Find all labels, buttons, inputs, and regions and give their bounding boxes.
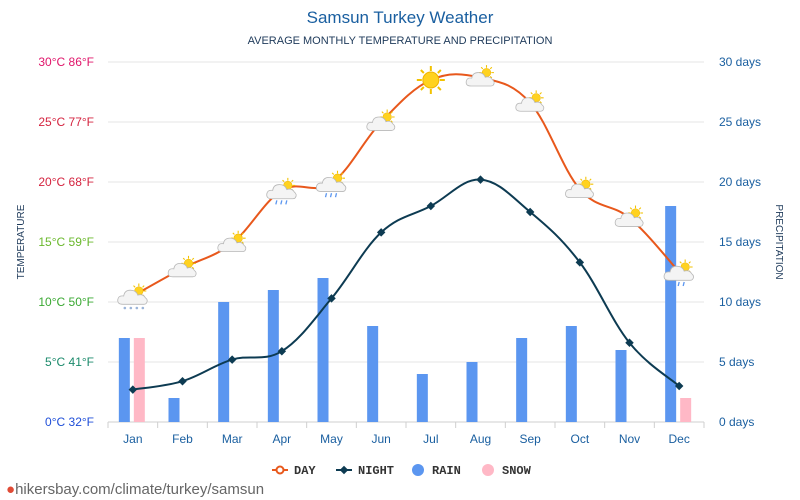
- left-tick-label: 30°C 86°F: [38, 55, 94, 69]
- right-axis-title: PRECIPITATION: [773, 204, 784, 279]
- legend-label: DAY: [294, 464, 316, 478]
- raindrop: [329, 193, 333, 198]
- x-tick-label: Aug: [470, 432, 491, 446]
- legend-night-marker: [339, 465, 349, 475]
- legend-label: RAIN: [432, 464, 461, 478]
- night-point: [476, 175, 485, 184]
- x-tick-label: Jul: [423, 432, 438, 446]
- x-tick-label: Sep: [519, 432, 541, 446]
- x-tick-label: Mar: [222, 432, 243, 446]
- snow-cloud-icon: [117, 283, 148, 310]
- sun-icon: [415, 65, 446, 95]
- x-tick-label: Feb: [172, 432, 193, 446]
- raindrop: [280, 200, 283, 205]
- footer-url: hikersbay.com/climate/turkey/samsun: [15, 481, 265, 498]
- left-tick-label: 25°C 77°F: [38, 115, 94, 129]
- legend-label: NIGHT: [358, 464, 394, 478]
- partly-sunny-icon: [614, 205, 644, 227]
- legend-item-night: NIGHT: [336, 464, 394, 478]
- x-tick-label: Jun: [371, 432, 390, 446]
- snowflake: [135, 306, 139, 310]
- legend-item-rain: RAIN: [412, 464, 461, 478]
- night-point: [277, 346, 287, 356]
- raindrop: [285, 200, 288, 205]
- snowflake: [123, 306, 127, 310]
- right-tick-label: 5 days: [719, 355, 754, 369]
- snowflake: [129, 306, 133, 310]
- legend-label: SNOW: [502, 464, 532, 478]
- night-point: [327, 294, 336, 303]
- legend-day-marker: [275, 465, 285, 475]
- raindrop: [682, 281, 685, 287]
- night-point: [674, 381, 684, 391]
- chart-subtitle: AVERAGE MONTHLY TEMPERATURE AND PRECIPIT…: [247, 35, 553, 47]
- rain-bar: [367, 326, 379, 422]
- footer-link[interactable]: ●hikersbay.com/climate/turkey/samsun: [6, 481, 264, 498]
- snowflake: [141, 306, 145, 310]
- night-point: [575, 258, 585, 267]
- partly-sunny-icon: [565, 176, 594, 199]
- left-axis-title: TEMPERATURE: [16, 204, 27, 279]
- snow-bar: [680, 398, 692, 422]
- x-tick-label: Oct: [570, 432, 589, 446]
- legend-item-snow: SNOW: [482, 464, 532, 478]
- sun-shower-icon: [315, 170, 347, 198]
- legend-snow-swatch: [482, 464, 494, 476]
- night-point: [128, 385, 138, 394]
- sun-shower-icon: [663, 259, 694, 287]
- x-tick-label: Nov: [619, 432, 640, 446]
- x-tick-label: May: [320, 432, 343, 446]
- left-tick-label: 10°C 50°F: [38, 295, 94, 309]
- right-tick-label: 15 days: [719, 235, 761, 249]
- rain-bar: [317, 278, 329, 422]
- raindrop: [672, 281, 675, 287]
- sun-shower-icon: [266, 177, 297, 205]
- right-tick-label: 20 days: [719, 175, 761, 189]
- x-tick-label: Dec: [668, 432, 689, 446]
- left-tick-label: 0°C 32°F: [45, 415, 94, 429]
- rain-bar: [118, 338, 130, 422]
- rain-bar: [168, 398, 180, 422]
- night-point: [376, 228, 386, 237]
- rain-bar: [665, 206, 677, 422]
- raindrop: [324, 193, 328, 198]
- night-line: [132, 178, 680, 391]
- legend-item-day: DAY: [272, 464, 316, 478]
- x-tick-label: Apr: [272, 432, 291, 446]
- night-point: [178, 376, 187, 386]
- rain-bar: [565, 326, 577, 422]
- right-tick-label: 10 days: [719, 295, 761, 309]
- left-tick-label: 15°C 59°F: [38, 235, 94, 249]
- legend-rain-swatch: [412, 464, 424, 476]
- raindrop: [334, 193, 338, 198]
- rain-bar: [615, 350, 627, 422]
- x-tick-label: Jan: [123, 432, 142, 446]
- chart-title: Samsun Turkey Weather: [306, 8, 494, 27]
- snow-bar: [133, 338, 145, 422]
- night-point: [426, 201, 436, 211]
- right-tick-label: 30 days: [719, 55, 761, 69]
- left-tick-label: 5°C 41°F: [45, 355, 94, 369]
- night-point: [625, 338, 634, 348]
- rain-bar: [466, 362, 478, 422]
- location-pin-icon: ●: [6, 481, 16, 498]
- raindrop: [677, 281, 680, 287]
- raindrop: [275, 200, 278, 205]
- right-tick-label: 25 days: [719, 115, 761, 129]
- rain-bar: [516, 338, 528, 422]
- rain-bar: [416, 374, 428, 422]
- right-tick-label: 0 days: [719, 415, 754, 429]
- sun-shape: [415, 65, 446, 95]
- left-tick-label: 20°C 68°F: [38, 175, 94, 189]
- partly-sunny-icon: [167, 255, 197, 278]
- night-point: [227, 355, 237, 364]
- day-line: [132, 73, 680, 297]
